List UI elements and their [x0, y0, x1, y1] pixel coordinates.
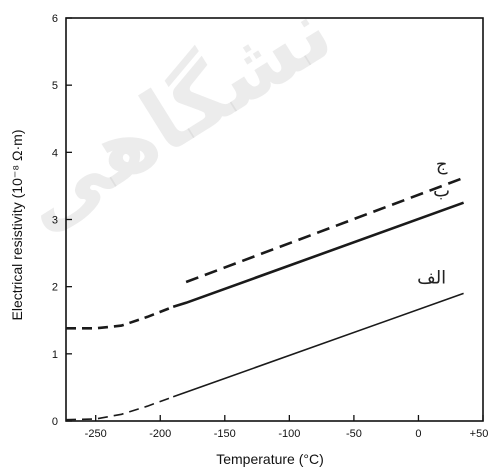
curve-label-3: الف — [417, 267, 446, 288]
x-tick-label: -50 — [346, 428, 362, 440]
y-tick-label: 6 — [52, 13, 58, 25]
y-tick-label: 0 — [52, 416, 58, 428]
series-lines — [65, 176, 465, 421]
x-tick-label: +50 — [470, 428, 489, 440]
x-tick-label: 0 — [415, 428, 421, 440]
series-line-1 — [185, 176, 465, 284]
x-tick-label: -100 — [278, 428, 300, 440]
y-tick-label: 4 — [52, 147, 58, 159]
y-tick-label: 1 — [52, 349, 58, 361]
x-tick-label: -150 — [214, 428, 236, 440]
series-line-3 — [172, 292, 464, 398]
y-tick-label: 2 — [52, 282, 58, 294]
curve-label-2: ب — [433, 181, 450, 202]
x-axis-label: Temperature (°C) — [216, 451, 324, 467]
x-tick-label: -200 — [149, 428, 171, 440]
series-line-3-low-temp — [65, 396, 174, 421]
watermark: نشگاهی — [0, 0, 349, 250]
curve-label-1: ج — [436, 154, 448, 175]
watermark-text: نشگاهی — [0, 0, 349, 250]
x-tick-label: -250 — [85, 428, 107, 440]
y-tick-label: 5 — [52, 80, 58, 92]
series-line-2-low-temp — [66, 305, 174, 330]
y-axis-label: Electrical resistivity (10⁻⁸ Ω·m) — [9, 129, 25, 320]
curve-labels: جب الف — [417, 154, 450, 289]
y-tick-label: 3 — [52, 215, 58, 227]
axis-ticks: -250 -200 -150 -100 -50 0 +50 0 1 2 3 4 5 6 — [52, 13, 488, 440]
series-line-2 — [172, 201, 465, 309]
